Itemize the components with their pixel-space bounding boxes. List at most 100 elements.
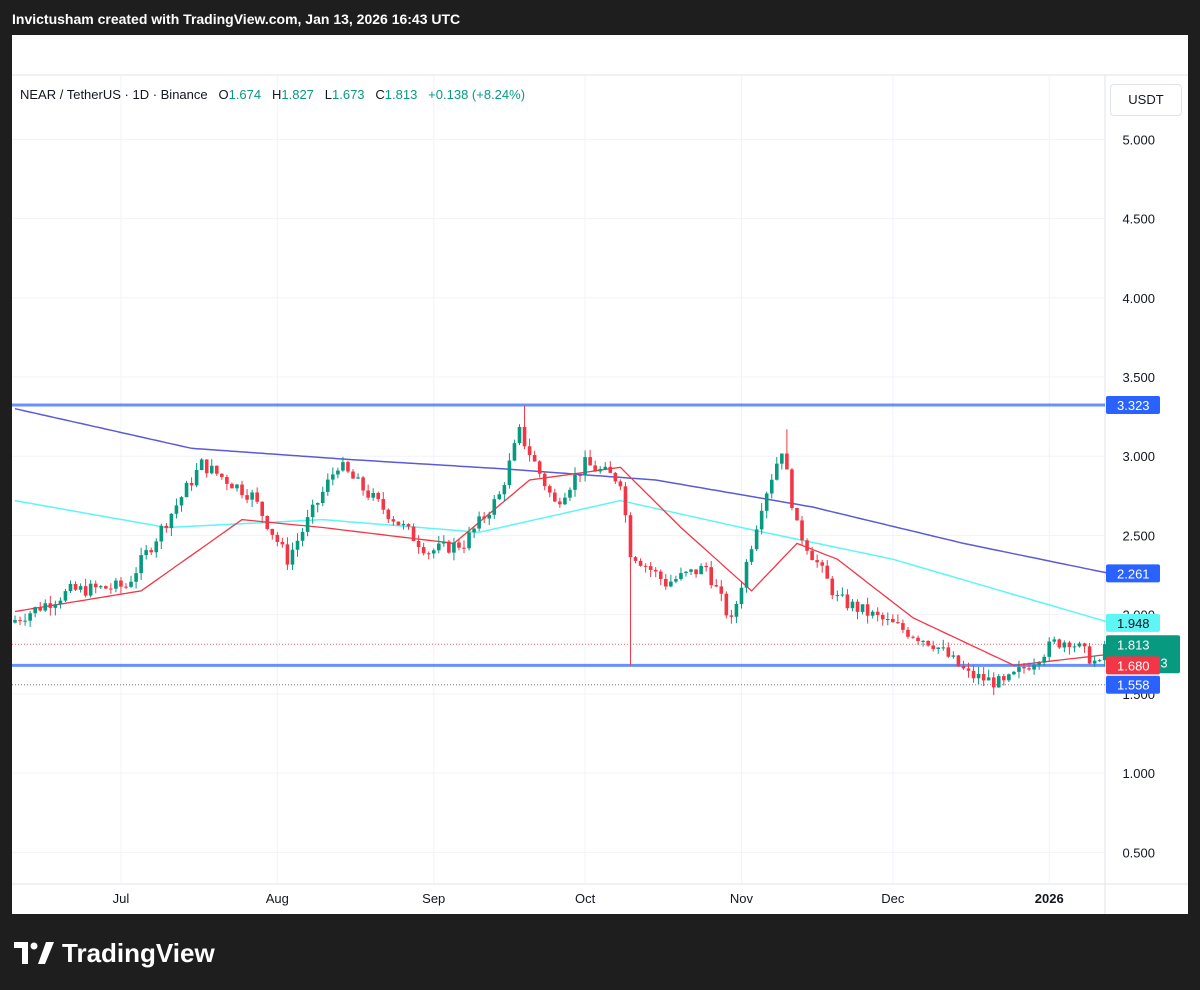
candle-body <box>1037 662 1041 665</box>
candle <box>487 511 492 526</box>
candle <box>472 527 476 539</box>
candle <box>421 542 426 556</box>
candle-body <box>835 595 840 597</box>
candle <box>608 461 613 473</box>
candle <box>73 581 78 592</box>
candle <box>401 520 406 530</box>
candle <box>860 604 865 615</box>
candle-body <box>376 493 381 500</box>
candle <box>189 477 194 491</box>
candle-body <box>48 603 53 608</box>
candle <box>366 484 370 501</box>
price-label-bg <box>1106 656 1160 675</box>
candle-body <box>371 493 375 498</box>
candle-body <box>386 509 391 520</box>
candle <box>18 616 22 625</box>
high-label: H <box>271 87 282 102</box>
candle <box>315 502 320 513</box>
candle <box>104 585 108 589</box>
candle <box>109 583 113 594</box>
candle-body <box>588 457 592 466</box>
candle-body <box>825 565 830 579</box>
candle-body <box>442 541 446 544</box>
candle-body <box>1017 667 1021 672</box>
candle <box>184 480 189 498</box>
candle <box>850 599 855 612</box>
candle-body <box>608 466 613 473</box>
price-label: 3.323 <box>1106 396 1160 415</box>
candle <box>431 548 436 559</box>
candle-body <box>240 484 244 496</box>
candle-body <box>744 561 749 588</box>
candle-body <box>169 513 174 529</box>
x-tick-label: Jul <box>113 891 130 906</box>
candle-body <box>18 620 22 622</box>
y-tick-label: 4.000 <box>1122 291 1155 306</box>
candle <box>780 453 784 470</box>
candle-body <box>1097 660 1102 662</box>
candle-body <box>43 603 48 611</box>
candle <box>295 533 300 557</box>
candle <box>840 587 845 597</box>
candle <box>411 523 416 542</box>
footer-brand[interactable]: TradingView <box>14 938 215 968</box>
candle <box>462 540 466 554</box>
candle-body <box>946 647 951 657</box>
candle <box>704 562 708 572</box>
low-value: 1.673 <box>332 87 365 102</box>
price-label-text: 1.948 <box>1117 616 1150 631</box>
candle-body <box>209 465 214 474</box>
candle <box>764 491 769 519</box>
candle-body <box>305 517 310 532</box>
candle-body <box>941 647 946 649</box>
candle-body <box>618 481 623 487</box>
candle-body <box>38 607 43 611</box>
candle-body <box>189 482 194 486</box>
candle <box>573 467 577 497</box>
candle <box>674 575 678 584</box>
candle-body <box>1022 667 1026 669</box>
candle-body <box>220 473 224 477</box>
candle <box>320 486 325 507</box>
candle <box>981 667 986 687</box>
price-label-text: 3.323 <box>1117 398 1150 413</box>
candle <box>774 456 779 481</box>
candle-body <box>159 525 164 542</box>
currency-button[interactable]: USDT <box>1110 84 1182 116</box>
price-label-text: 1.813 <box>1117 637 1150 652</box>
candle-body <box>517 426 522 444</box>
candle <box>371 488 375 501</box>
candle-body <box>1057 639 1062 648</box>
candle-body <box>1087 646 1092 664</box>
candle-body <box>1082 643 1087 647</box>
candle <box>63 588 68 602</box>
candle-body <box>916 637 920 642</box>
candle <box>1042 654 1046 667</box>
candle <box>336 467 340 479</box>
candle <box>1092 655 1097 667</box>
candle-body <box>73 583 78 590</box>
price-label-text: 1.558 <box>1117 678 1150 693</box>
candle-body <box>381 499 386 510</box>
candle <box>532 450 537 462</box>
candle <box>785 429 789 470</box>
candle <box>593 460 597 472</box>
candle-body <box>114 580 118 589</box>
candle-body <box>840 594 845 596</box>
candle-body <box>729 615 734 617</box>
candle <box>139 547 143 580</box>
candle <box>906 627 910 639</box>
candle-body <box>674 579 678 582</box>
candle <box>194 463 199 488</box>
candle-body <box>790 469 794 508</box>
candle-body <box>880 614 885 620</box>
candle-body <box>411 526 416 541</box>
candle <box>507 453 512 489</box>
candle-body <box>310 504 315 518</box>
candle-body <box>467 532 471 549</box>
candle-body <box>245 495 249 500</box>
ma-mid-line <box>14 499 1111 624</box>
chart-frame[interactable] <box>12 35 1188 914</box>
candle <box>885 612 890 626</box>
